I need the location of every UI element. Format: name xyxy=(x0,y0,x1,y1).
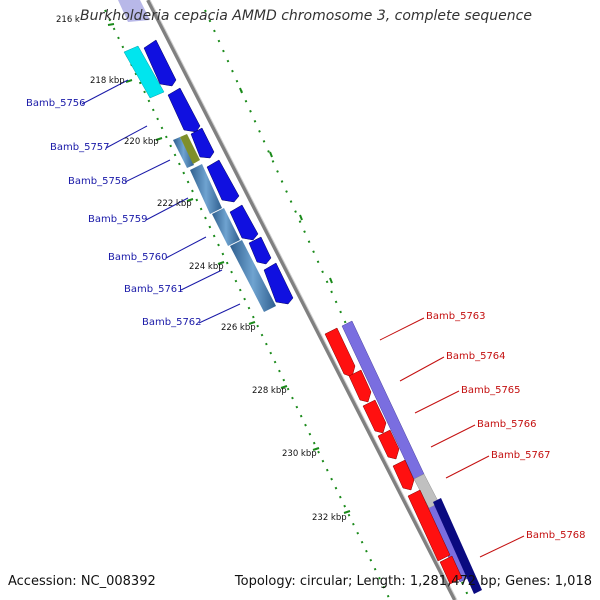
tick-mark xyxy=(312,447,320,451)
forward-cds-arrows[interactable] xyxy=(143,39,294,305)
summary-text: Topology: circular; Length: 1,281,472 bp… xyxy=(234,574,592,589)
map-title: Burkholderia cepacia AMMD chromosome 3, … xyxy=(80,8,532,24)
outer-tick xyxy=(299,214,303,221)
tick-mark xyxy=(125,79,133,83)
leader-lines-right xyxy=(379,317,525,558)
cds-arrow xyxy=(407,489,451,562)
kbp-label: 222 kbp xyxy=(157,199,192,209)
gene-label[interactable]: Bamb_5756 xyxy=(26,98,86,109)
outer-tick xyxy=(329,277,333,284)
leader-lines-left xyxy=(81,79,241,324)
cds-arrow xyxy=(167,87,201,133)
reverse-feature-blocks[interactable] xyxy=(190,164,276,312)
leader-line xyxy=(105,125,148,149)
leader-line xyxy=(379,317,425,341)
cds-arrow xyxy=(206,159,240,203)
gene-label[interactable]: Bamb_5759 xyxy=(88,214,148,225)
cds-arrow xyxy=(439,555,463,585)
tick-mark xyxy=(186,198,194,202)
gene-label[interactable]: Bamb_5758 xyxy=(68,176,128,187)
kbp-label: 230 kbp xyxy=(282,449,317,459)
gene-label[interactable]: Bamb_5764 xyxy=(446,351,506,362)
tick-mark xyxy=(248,321,256,325)
leader-line xyxy=(479,535,525,558)
gene-label[interactable]: Bamb_5757 xyxy=(50,142,110,153)
accession-text: Accession: NC_008392 xyxy=(8,574,156,589)
leader-line xyxy=(180,269,223,291)
steel-feature xyxy=(212,208,240,246)
leader-line xyxy=(124,159,171,183)
cds-arrow xyxy=(143,39,177,87)
navy-feature[interactable] xyxy=(433,498,482,594)
outer-tick xyxy=(269,151,273,158)
tick-mark xyxy=(107,23,115,26)
outer-tick xyxy=(239,87,243,94)
cds-arrow xyxy=(348,369,372,403)
gene-label[interactable]: Bamb_5762 xyxy=(142,317,202,328)
gene-label[interactable]: Bamb_5765 xyxy=(461,385,521,396)
tick-mark xyxy=(280,385,288,389)
kbp-label: 216 k xyxy=(56,15,80,25)
leader-line xyxy=(198,303,241,324)
cyan-feature[interactable] xyxy=(123,45,165,99)
cds-arrow xyxy=(248,236,272,265)
feature-top-faded xyxy=(118,0,150,22)
leader-line xyxy=(165,236,207,259)
leader-line xyxy=(81,79,129,105)
gene-label[interactable]: Bamb_5768 xyxy=(526,530,586,541)
steel-feature xyxy=(190,164,222,214)
cds-arrow xyxy=(392,459,415,491)
cds-arrow xyxy=(229,204,259,241)
steel-feature-small[interactable] xyxy=(173,137,194,168)
cds-arrow xyxy=(362,399,387,434)
tick-mark xyxy=(343,510,351,514)
leader-line xyxy=(399,356,445,382)
olive-feature[interactable] xyxy=(180,134,200,164)
reverse-cds-arrows[interactable] xyxy=(324,327,463,585)
steel-feature xyxy=(230,240,276,312)
cds-arrow xyxy=(377,429,400,460)
leader-line xyxy=(445,455,490,479)
gene-label[interactable]: Bamb_5766 xyxy=(477,419,537,430)
kbp-label: 218 kbp xyxy=(90,76,125,86)
kbp-label: 224 kbp xyxy=(189,262,224,272)
gene-label[interactable]: Bamb_5761 xyxy=(124,284,184,295)
kbp-label: 226 kbp xyxy=(221,323,256,333)
cds-arrow xyxy=(263,262,294,305)
kbp-label: 220 kbp xyxy=(124,137,159,147)
tick-mark xyxy=(217,261,225,265)
gene-label[interactable]: Bamb_5760 xyxy=(108,252,168,263)
cds-arrow xyxy=(190,127,215,159)
leader-line xyxy=(430,424,476,448)
leader-line xyxy=(145,197,189,221)
backbone-line xyxy=(146,0,457,600)
kbp-label: 232 kbp xyxy=(312,513,347,523)
cds-arrow xyxy=(324,327,356,378)
tick-mark xyxy=(155,137,163,141)
backbone-highlight xyxy=(149,0,458,600)
leader-line xyxy=(414,390,460,414)
kbp-label: 228 kbp xyxy=(252,386,287,396)
gene-label[interactable]: Bamb_5767 xyxy=(491,450,551,461)
gene-label[interactable]: Bamb_5763 xyxy=(426,311,486,322)
kbp-ticks xyxy=(107,23,351,514)
